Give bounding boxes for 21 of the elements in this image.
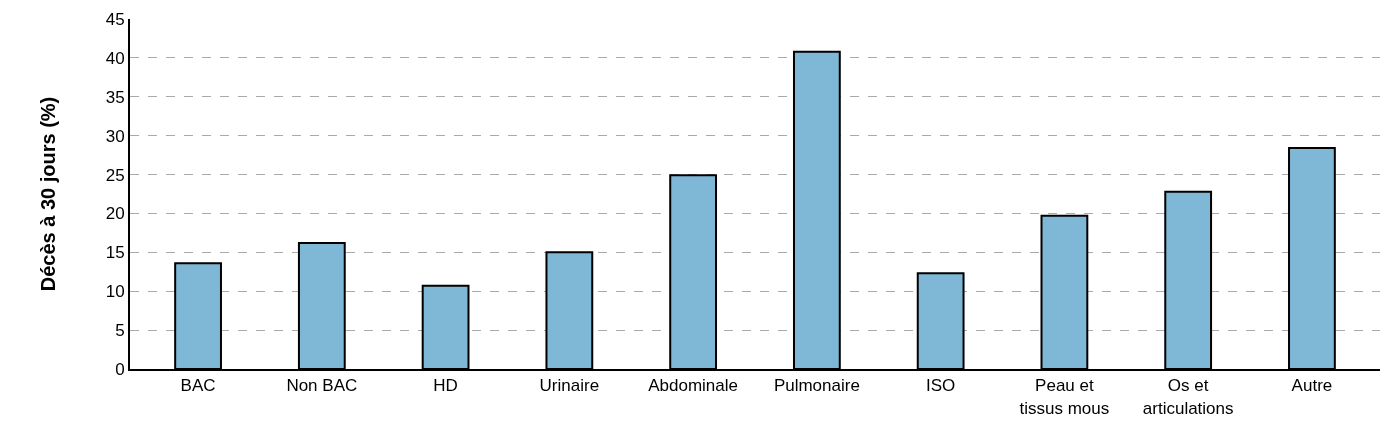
x-tick-label: Urinaire xyxy=(539,376,600,396)
y-tick-label: 25 xyxy=(105,165,125,185)
x-tick-label: Non BAC xyxy=(286,376,358,396)
y-tick-label: 0 xyxy=(115,359,125,379)
y-tick-label: 30 xyxy=(105,126,125,146)
x-tick-label: Peau et tissus mous xyxy=(1019,376,1110,418)
y-tick-label: 35 xyxy=(105,87,125,107)
x-tick-label: ISO xyxy=(925,376,956,396)
y-tick-label: 20 xyxy=(105,204,125,224)
y-tick-label: 45 xyxy=(105,9,125,29)
x-tick-label: Os et articulations xyxy=(1142,376,1234,418)
x-tick-label: Pulmonaire xyxy=(773,376,860,396)
y-tick-label: 10 xyxy=(105,282,125,302)
x-tick-label: Abdominale xyxy=(648,376,739,396)
y-tick-label: 40 xyxy=(105,48,125,68)
x-tick-label: BAC xyxy=(180,376,216,396)
y-axis-title: Décès à 30 jours (%) xyxy=(36,96,59,292)
y-tick-label: 5 xyxy=(115,321,125,341)
x-tick-label: Autre xyxy=(1291,376,1333,396)
y-tick-label: 15 xyxy=(105,243,125,263)
x-tick-label: HD xyxy=(433,376,458,396)
